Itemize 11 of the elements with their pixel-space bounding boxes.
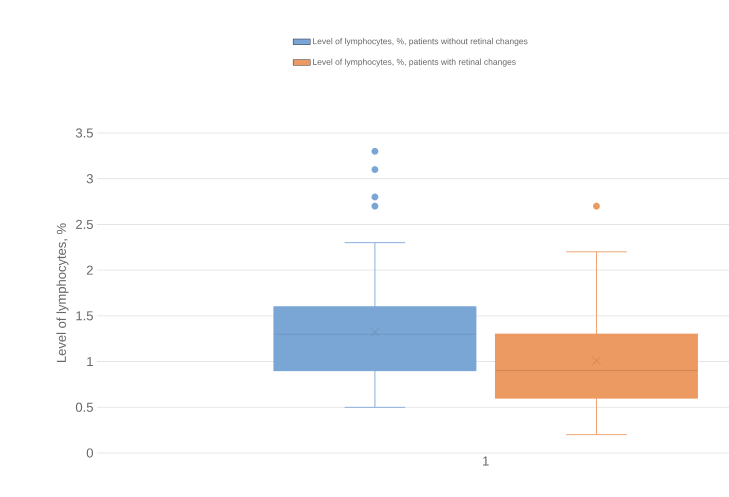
legend-label: Level of lymphocytes, %, patients with retinal changes: [313, 58, 516, 67]
y-axis-title: Level of lymphocytes, %: [56, 223, 69, 362]
y-tick-label: 3: [86, 174, 93, 184]
y-tick-label: 0: [86, 448, 93, 458]
legend-label: Level of lymphocytes, %, patients without retinal changes: [313, 38, 528, 46]
y-tick-label: 1.5: [76, 311, 93, 320]
y-tick-label: 2.5: [76, 220, 93, 230]
y-tick-label: 0.5: [76, 402, 93, 412]
y-tick-label: 3.5: [76, 128, 93, 138]
y-tick-label: 2: [86, 266, 93, 275]
y-tick-label: 1: [87, 357, 93, 366]
